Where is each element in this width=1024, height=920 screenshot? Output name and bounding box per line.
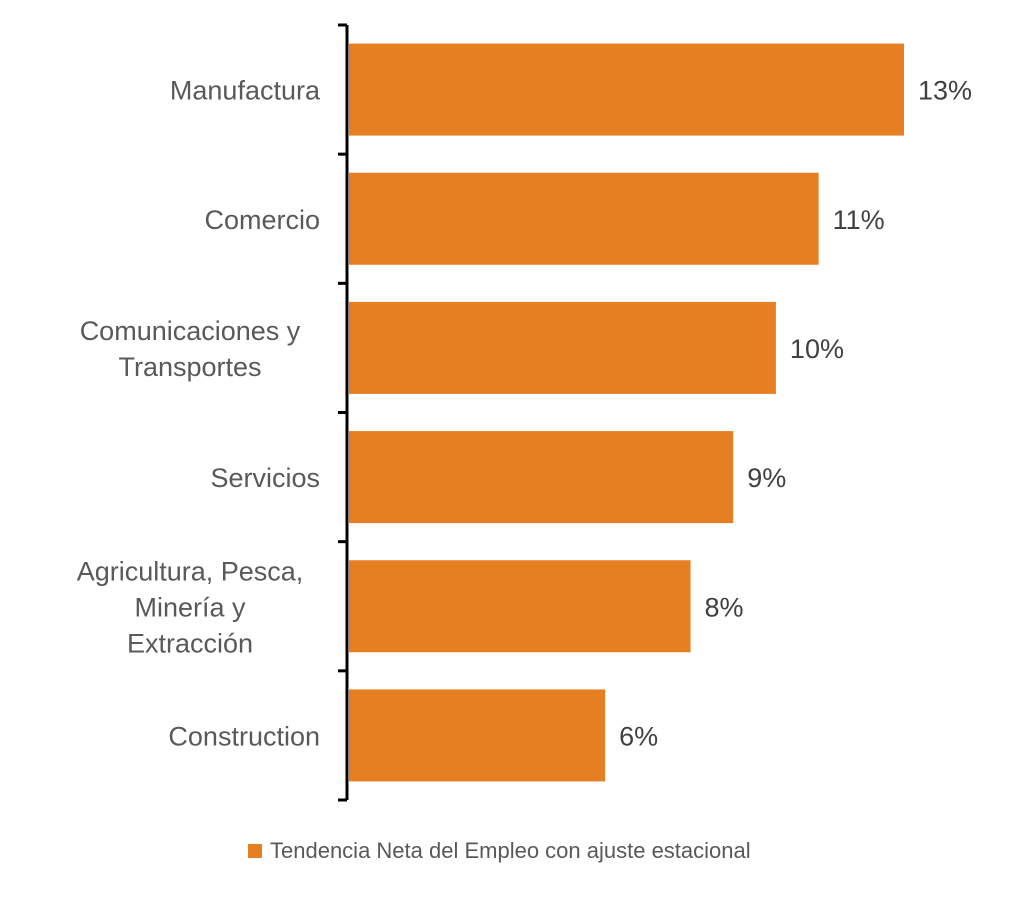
category-label: Servicios: [210, 463, 320, 493]
legend-label: Tendencia Neta del Empleo con ajuste est…: [270, 838, 751, 863]
data-label: 6%: [619, 721, 658, 751]
legend: Tendencia Neta del Empleo con ajuste est…: [248, 838, 751, 864]
bar: [349, 43, 904, 136]
bar: [349, 431, 734, 524]
data-label: 11%: [833, 205, 885, 235]
bar: [349, 689, 606, 782]
category-label: Agricultura, Pesca, Minería y Extracción: [77, 556, 304, 658]
data-label: 8%: [705, 592, 744, 622]
data-label: 9%: [747, 463, 786, 493]
data-label: 13%: [918, 76, 972, 106]
category-label: Construction: [168, 721, 320, 751]
bar: [349, 560, 691, 653]
data-label: 10%: [790, 334, 844, 364]
category-label: Comunicaciones y Transportes: [80, 316, 301, 382]
category-label: Comercio: [204, 205, 320, 235]
legend-swatch: [248, 844, 262, 858]
bar: [349, 172, 819, 265]
category-label: Manufactura: [170, 76, 321, 106]
bar: [349, 301, 776, 394]
